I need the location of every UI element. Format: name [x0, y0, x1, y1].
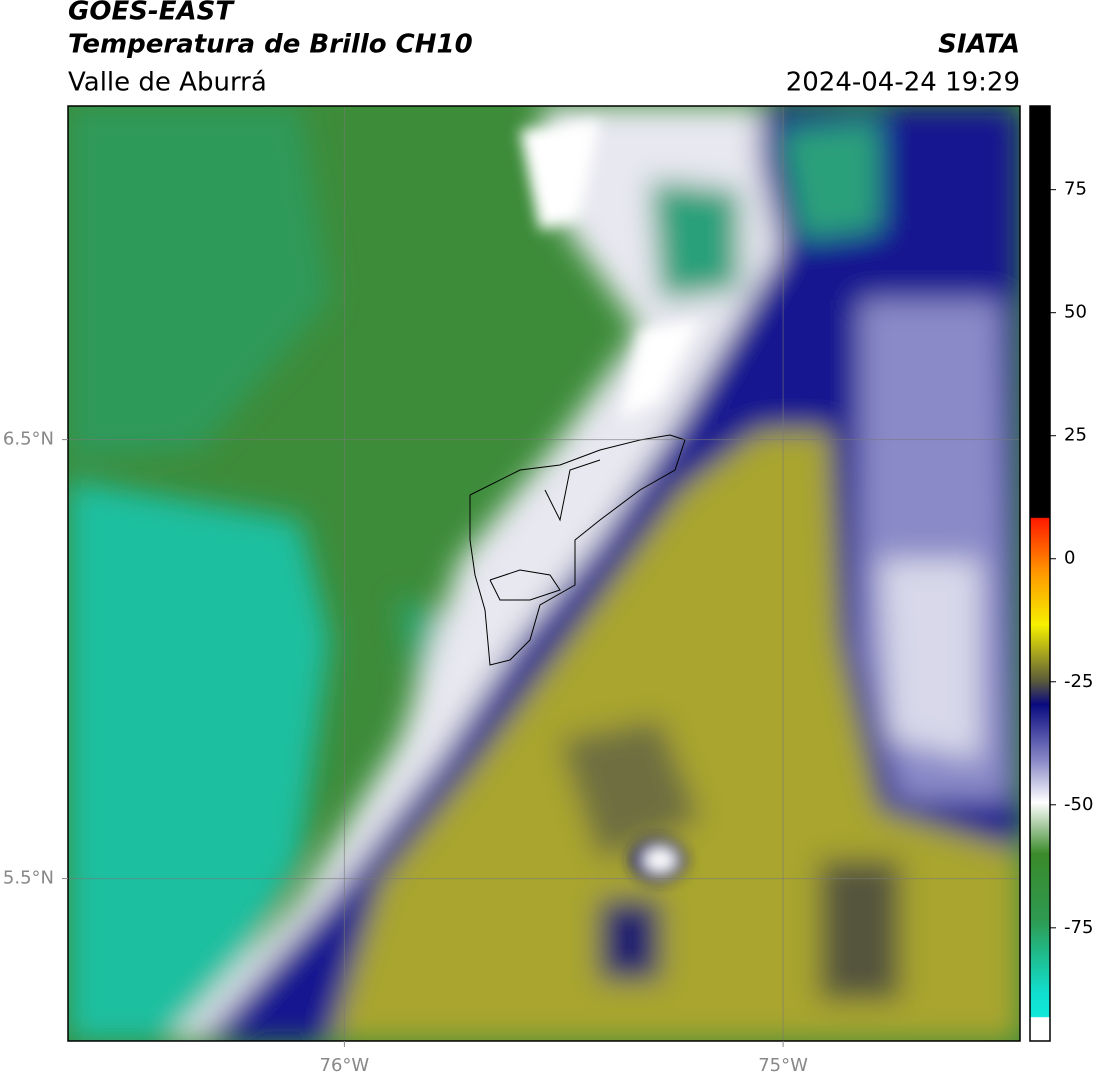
colorbar-tick-label: 50 — [1064, 302, 1087, 323]
colorbar — [1029, 105, 1051, 1042]
satellite-image — [68, 106, 1020, 1041]
y-tick-label: 6.5°N — [3, 429, 54, 450]
datetime: 2024-04-24 19:29 — [786, 68, 1020, 98]
source: SIATA — [938, 30, 1020, 60]
map-frame — [67, 105, 1021, 1042]
colorbar-tick-label: 0 — [1064, 548, 1075, 569]
x-tick-label: 75°W — [758, 1055, 808, 1076]
colorbar-tick-label: -75 — [1064, 917, 1093, 938]
valley-boundary — [544, 459, 601, 522]
colorbar-tick-label: 75 — [1064, 179, 1087, 200]
x-tick-label: 76°W — [320, 1055, 370, 1076]
grid — [68, 106, 1020, 1041]
subtitle: Temperatura de Brillo CH10 — [68, 30, 473, 60]
valley-boundary — [489, 569, 561, 601]
title: GOES-EAST — [68, 0, 235, 27]
region: Valle de Aburrá — [68, 68, 267, 98]
colorbar-tick-label: 25 — [1064, 425, 1087, 446]
y-tick-label: 5.5°N — [3, 868, 54, 889]
colorbar-tick-label: -50 — [1064, 794, 1093, 815]
colorbar-tick-label: -25 — [1064, 671, 1093, 692]
valley-boundary — [469, 434, 686, 666]
